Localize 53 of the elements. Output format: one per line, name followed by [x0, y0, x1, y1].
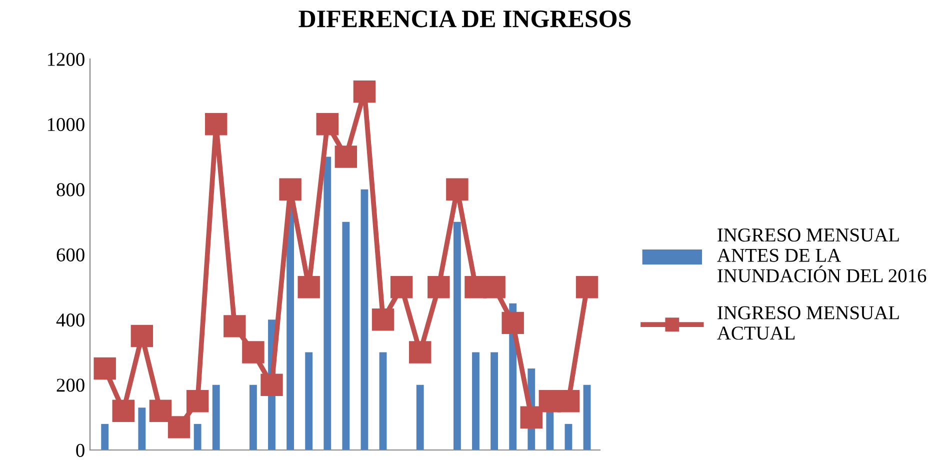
y-tick-label: 200 [56, 378, 84, 392]
bar [286, 206, 294, 450]
point [186, 390, 209, 412]
y-tick-label: 400 [56, 313, 84, 327]
point [502, 312, 524, 334]
point [576, 276, 598, 298]
bar [416, 384, 424, 450]
bar [583, 384, 591, 450]
bar [194, 424, 202, 450]
bar [249, 384, 257, 450]
bar [490, 352, 498, 450]
legend-label: INGRESO MENSUAL ACTUAL [717, 306, 899, 340]
bar [564, 424, 572, 450]
bar [138, 408, 146, 450]
bar [305, 352, 313, 450]
bar [453, 222, 461, 450]
point [224, 315, 246, 338]
y-tick-label: 1200 [48, 52, 84, 66]
bar [342, 222, 350, 450]
point [316, 113, 338, 136]
bar [324, 156, 332, 450]
point [112, 400, 134, 422]
bar [101, 424, 109, 450]
point [390, 276, 413, 298]
point [149, 400, 172, 422]
bar [379, 352, 387, 450]
point [483, 276, 506, 298]
point [520, 406, 542, 429]
point [242, 341, 264, 364]
point [279, 178, 302, 200]
point [168, 416, 190, 438]
point [260, 374, 283, 396]
point [298, 276, 320, 298]
point [205, 113, 228, 136]
point [446, 178, 468, 200]
bar [546, 410, 554, 450]
point [557, 390, 580, 412]
bar [472, 352, 480, 450]
point [130, 324, 154, 348]
y-tick-label: 1000 [48, 118, 84, 132]
point [334, 146, 358, 168]
bar [360, 189, 368, 450]
point [372, 308, 394, 331]
point [409, 341, 432, 364]
y-tick-label: 0 [76, 444, 84, 457]
y-tick-label: 800 [56, 183, 84, 196]
bar [212, 384, 220, 450]
legend-label: INGRESO MENSUAL ANTES DE LA INUNDACIÓN DEL 2016 [717, 228, 926, 282]
point [428, 276, 450, 298]
chart-title: DIFERENCIA DE INGRESOS [298, 10, 631, 28]
point [94, 357, 116, 380]
point [353, 80, 376, 103]
y-tick-label: 600 [56, 248, 84, 262]
